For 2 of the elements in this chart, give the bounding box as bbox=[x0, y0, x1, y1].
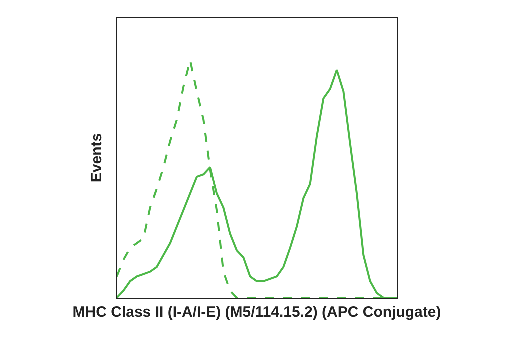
x-axis-title: MHC Class II (I-A/I-E) (M5/114.15.2) (APC Conjugate) bbox=[72, 304, 442, 321]
y-axis-title: Events bbox=[88, 133, 106, 183]
